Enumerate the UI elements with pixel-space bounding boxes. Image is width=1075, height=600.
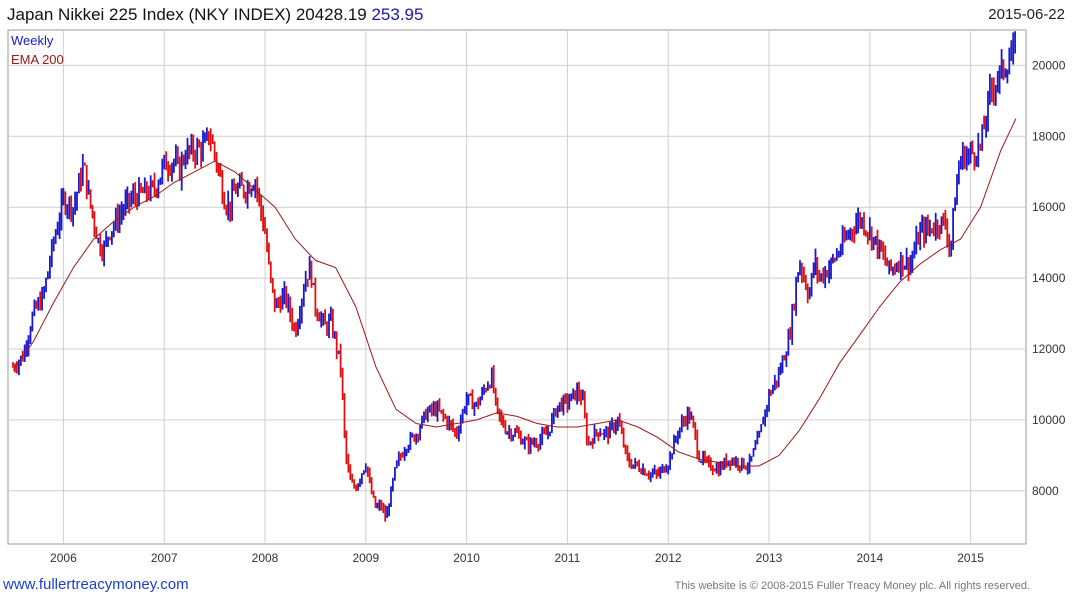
x-tick-label: 2011 (554, 551, 580, 565)
y-tick-label: 8000 (1032, 484, 1059, 498)
grid-lines (8, 30, 1026, 544)
price-change: 253.95 (371, 5, 424, 24)
x-tick-label: 2015 (957, 551, 984, 565)
x-tick-label: 2014 (856, 551, 883, 565)
y-tick-label: 10000 (1032, 413, 1066, 427)
x-tick-label: 2013 (756, 551, 783, 565)
x-tick-label: 2009 (352, 551, 379, 565)
legend-weekly: Weekly (11, 33, 54, 48)
title-text: Japan Nikkei 225 Index (NKY INDEX) 20428… (7, 5, 367, 24)
x-tick-label: 2012 (655, 551, 682, 565)
weekly-bars (12, 31, 1016, 522)
x-axis: 2006 2007 2008 2009 2010 2011 2012 2013 2014 2015 (50, 551, 984, 565)
chart-date: 2015-06-22 (988, 6, 1065, 23)
ema-200-line (12, 118, 1017, 467)
x-tick-label: 2007 (151, 551, 178, 565)
y-tick-label: 18000 (1032, 129, 1066, 143)
y-tick-label: 14000 (1032, 271, 1066, 285)
website-link[interactable]: www.fullertreacymoney.com (3, 576, 189, 593)
x-tick-label: 2006 (50, 551, 77, 565)
plot-area (7, 29, 1027, 545)
y-tick-label: 12000 (1032, 342, 1066, 356)
y-tick-label: 16000 (1032, 200, 1066, 214)
chart-header: Japan Nikkei 225 Index (NKY INDEX) 20428… (0, 0, 1075, 30)
y-tick-label: 20000 (1032, 58, 1066, 72)
x-tick-label: 2008 (252, 551, 279, 565)
copyright-notice: This website is © 2008-2015 Fuller Treac… (674, 580, 1030, 592)
chart-title: Japan Nikkei 225 Index (NKY INDEX) 20428… (7, 5, 423, 25)
y-axis: 8000 10000 12000 14000 16000 18000 20000 (1032, 58, 1066, 497)
x-tick-label: 2010 (453, 551, 480, 565)
legend-ema: EMA 200 (11, 52, 64, 67)
